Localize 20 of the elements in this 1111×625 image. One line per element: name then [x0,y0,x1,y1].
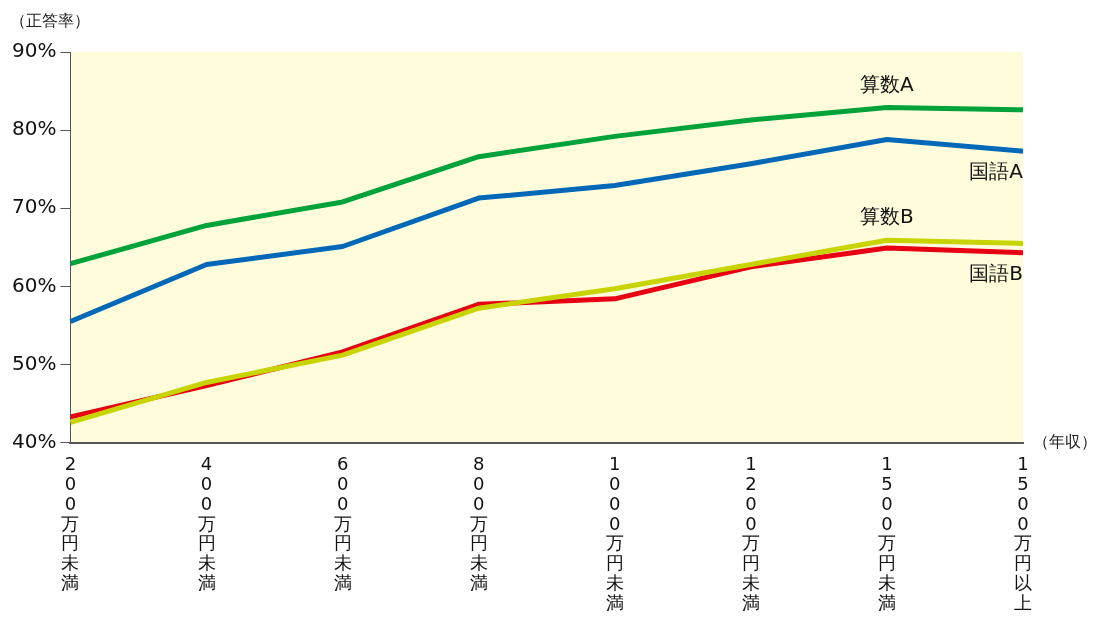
x-tick-label: 1200万円未満 [741,453,760,613]
y-axis-title: （正答率） [10,11,90,31]
x-tick-label: 1500万円以上 [1014,453,1032,613]
x-tick-label: 600万円未満 [333,453,352,593]
series-label: 国語B [969,260,1023,285]
x-tick-label: 1500万円未満 [877,453,896,613]
y-tick-label: 80% [12,116,57,141]
x-tick-label: 800万円未満 [469,453,488,593]
x-axis-title: （年収） [1033,431,1097,451]
y-tick-label: 50% [12,350,57,375]
series-label: 国語A [969,159,1024,184]
x-tick-label: 1000万円未満 [605,453,624,613]
x-tick-label: 400万円未満 [197,453,216,593]
y-tick-label: 60% [12,272,57,297]
y-tick-label: 70% [12,194,57,219]
series-label: 算数A [860,71,915,96]
y-tick-label: 90% [12,38,57,63]
series-label: 算数B [860,204,914,229]
y-tick-label: 40% [12,428,57,453]
x-tick-label: 200万円未満 [61,453,80,593]
